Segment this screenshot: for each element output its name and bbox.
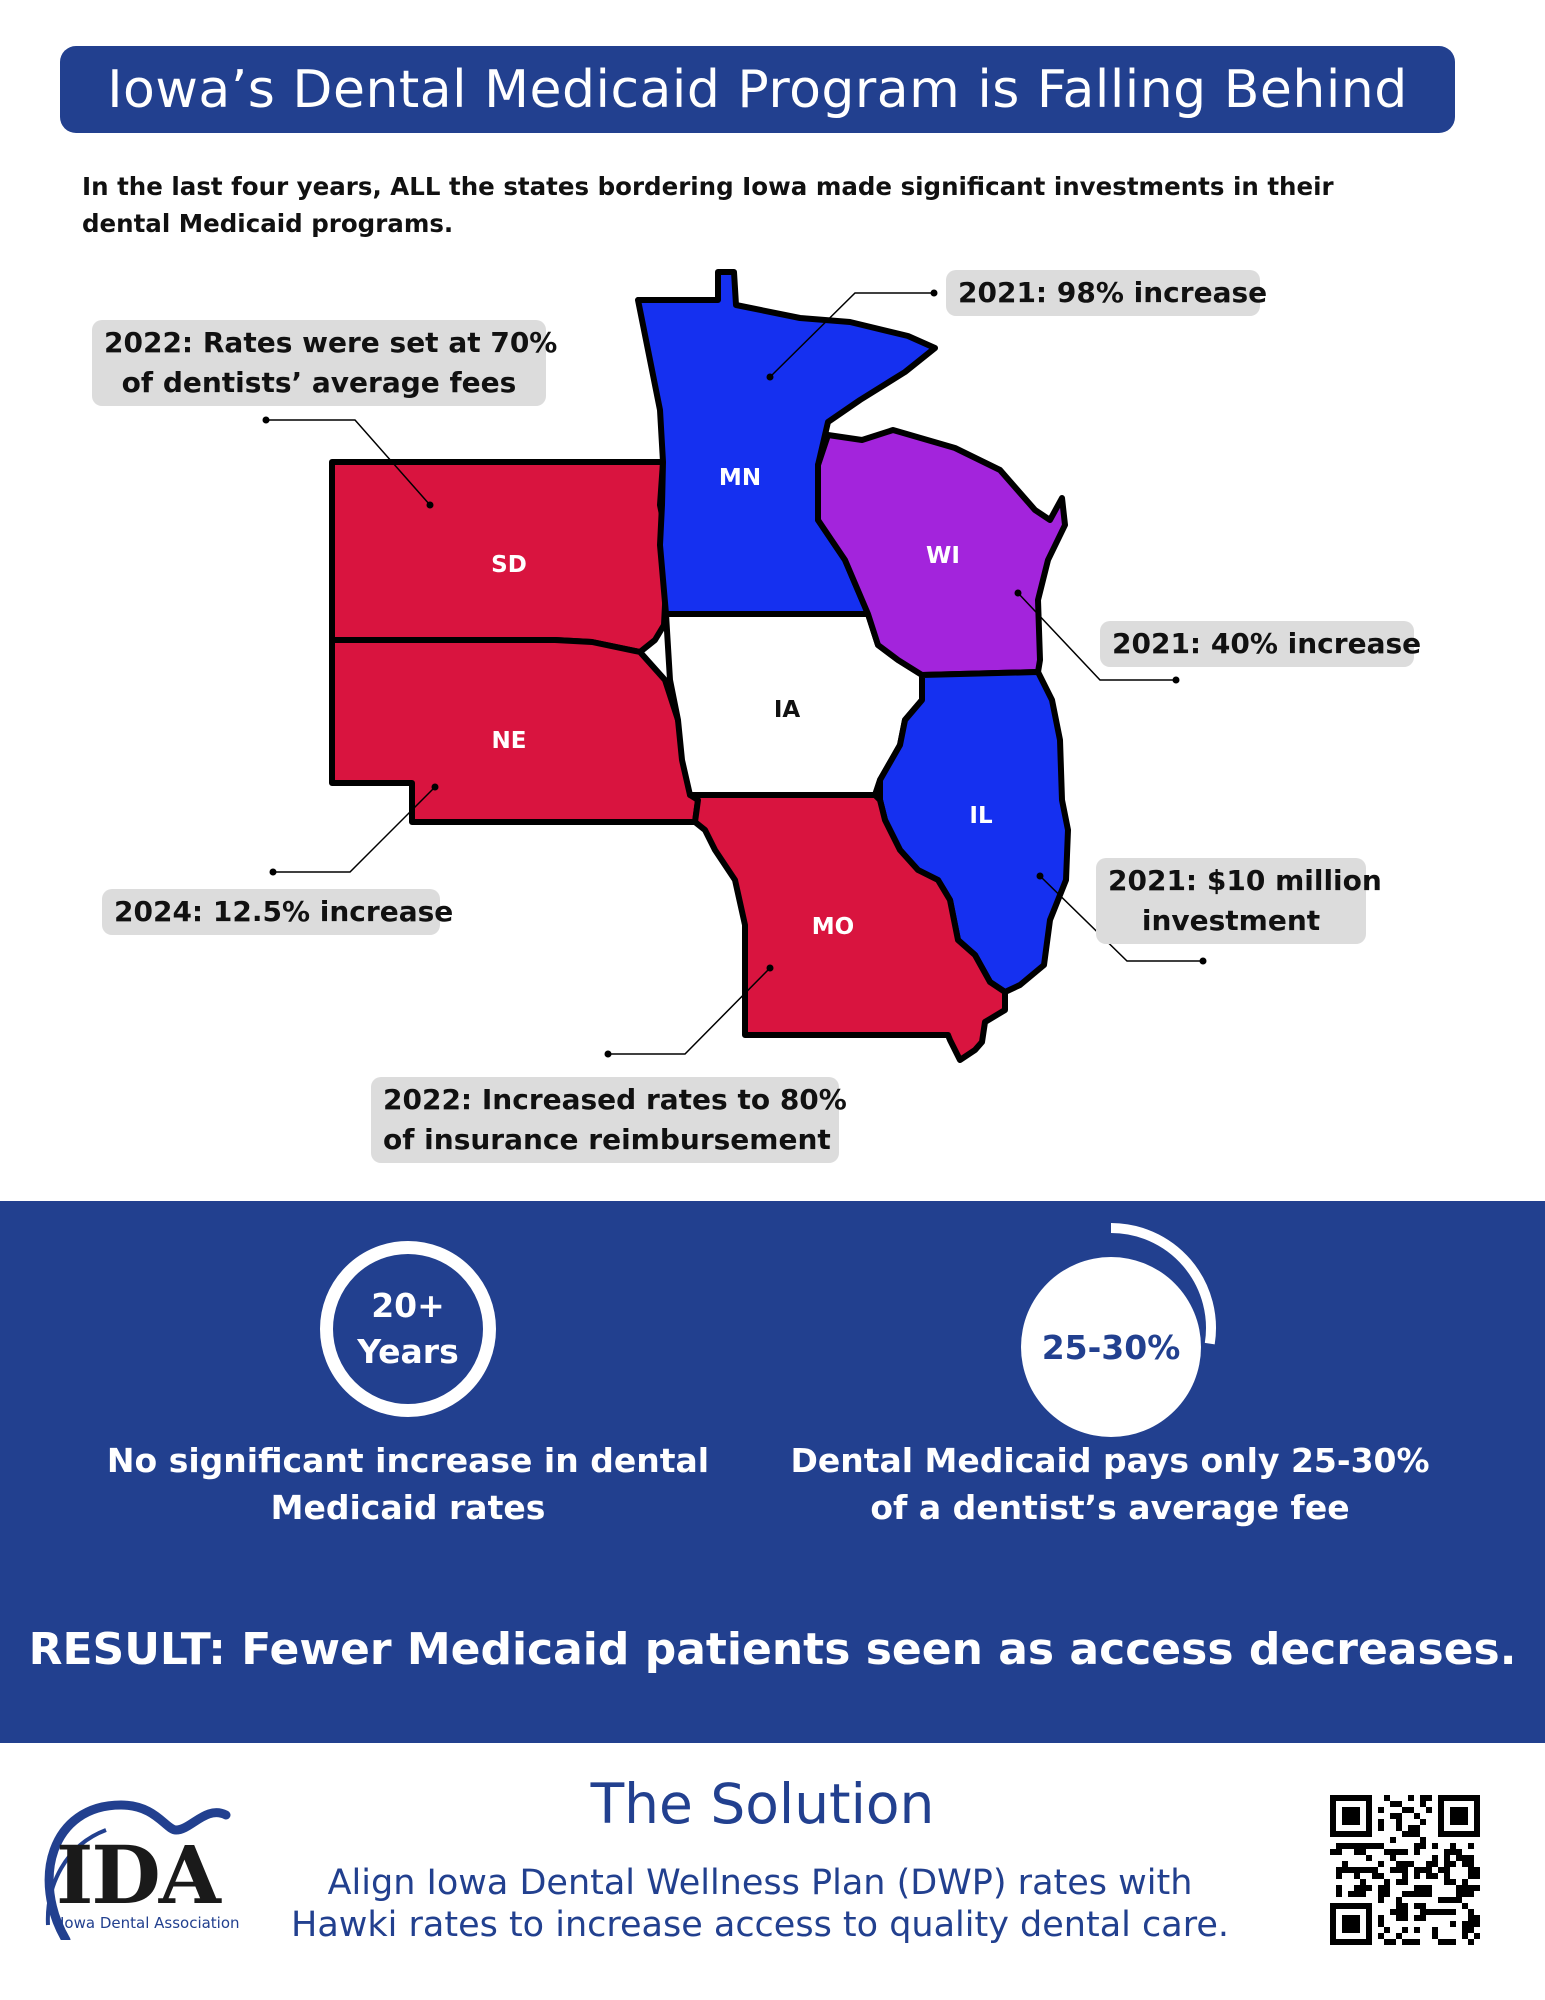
leader-dot xyxy=(1036,872,1044,880)
percent-arc xyxy=(1110,1223,1216,1345)
callout-wi-line-1: 2021: 40% increase xyxy=(1112,627,1422,660)
stat-desc-years-line-2: Medicaid rates xyxy=(270,1488,546,1527)
leader-line-sd xyxy=(266,419,431,506)
callout-ne-line-1: 2024: 12.5% increase xyxy=(114,895,454,928)
solution-text: Align Iowa Dental Wellness Plan (DWP) ra… xyxy=(240,1862,1280,1946)
page-title: Iowa’s Dental Medicaid Program is Fallin… xyxy=(60,46,1455,133)
state-label-mo: MO xyxy=(811,914,855,940)
leader-dot xyxy=(262,416,270,424)
years-ring-value: 20+ xyxy=(371,1286,445,1325)
leader-line-ne xyxy=(273,786,436,873)
leader-dot xyxy=(766,373,774,381)
callout-il-line-1: 2021: $10 million xyxy=(1108,864,1382,897)
leader-line-mn xyxy=(769,292,934,378)
stat-desc-years-line-1: No significant increase in dental xyxy=(106,1441,710,1480)
state-wi xyxy=(815,427,1068,678)
state-label-il: IL xyxy=(969,803,993,829)
logo-letters: IDA xyxy=(56,1828,221,1922)
state-label-mn: MN xyxy=(718,465,762,491)
callout-mo: 2022: Increased rates to 80% of insuranc… xyxy=(371,1077,847,1163)
callout-mn-line-1: 2021: 98% increase xyxy=(958,276,1268,309)
leader-line-il xyxy=(1039,875,1203,962)
leader-dot xyxy=(766,964,774,972)
leader-dot xyxy=(431,783,439,791)
logo-subtitle: Iowa Dental Association xyxy=(60,1914,240,1932)
intro-text: In the last four years, ALL the states b… xyxy=(82,172,1334,238)
solution-text-line-1: Align Iowa Dental Wellness Plan (DWP) ra… xyxy=(327,1863,1193,1903)
callout-sd-line-1: 2022: Rates were set at 70% xyxy=(104,326,558,359)
leader-dot xyxy=(426,501,434,509)
leader-line-mo xyxy=(608,967,771,1055)
result-statement: RESULT: Fewer Medicaid patients seen as … xyxy=(28,1624,1517,1675)
leader-dot xyxy=(1199,957,1207,965)
qr-code-icon xyxy=(1330,1795,1480,1945)
solution-text-line-2: Hawki rates to increase access to qualit… xyxy=(291,1905,1229,1945)
state-label-ia: IA xyxy=(773,697,801,723)
years-ring-unit: Years xyxy=(357,1332,459,1371)
stat-desc-percent: Dental Medicaid pays only 25-30% of a de… xyxy=(780,1437,1440,1531)
callout-sd-line-2: of dentists’ average fees xyxy=(121,366,517,399)
callout-ne: 2024: 12.5% increase xyxy=(102,889,454,935)
stat-desc-percent-line-2: of a dentist’s average fee xyxy=(870,1488,1350,1527)
callout-mo-line-1: 2022: Increased rates to 80% xyxy=(383,1083,847,1116)
percent-circle-value: 25-30% xyxy=(1041,1327,1181,1367)
percent-arc-path xyxy=(1110,1223,1216,1345)
leader-line-wi xyxy=(1017,592,1176,681)
leader-dot xyxy=(1172,676,1180,684)
state-map xyxy=(262,269,1207,1063)
percent-circle: 25-30% xyxy=(1021,1257,1201,1437)
leader-dot xyxy=(930,289,938,297)
state-mn xyxy=(635,269,938,617)
state-label-sd: SD xyxy=(491,552,527,578)
stat-desc-percent-line-1: Dental Medicaid pays only 25-30% xyxy=(790,1441,1430,1480)
callout-wi: 2021: 40% increase xyxy=(1100,621,1422,667)
callout-sd: 2022: Rates were set at 70% of dentists’… xyxy=(92,320,558,406)
callout-mn: 2021: 98% increase xyxy=(946,270,1268,316)
ida-logo: IDA Iowa Dental Association xyxy=(26,1790,256,1940)
solution-title: The Solution xyxy=(590,1772,935,1836)
stat-desc-years: No significant increase in dental Medica… xyxy=(88,1437,728,1531)
tooth-arc-icon xyxy=(44,1800,231,1940)
stats-band: 20+ Years 25-30% No significant increase… xyxy=(0,1201,1545,1743)
callout-mo-line-2: of insurance reimbursement xyxy=(383,1123,831,1156)
leader-dot xyxy=(269,868,277,876)
leader-dot xyxy=(1014,589,1022,597)
state-label-wi: WI xyxy=(926,543,960,569)
years-ring: 20+ Years xyxy=(320,1241,496,1417)
callout-il-line-2: investment xyxy=(1141,904,1321,937)
state-mo xyxy=(687,792,1008,1063)
callout-il: 2021: $10 million investment xyxy=(1096,858,1382,944)
state-label-ne: NE xyxy=(491,728,527,754)
leader-dot xyxy=(604,1050,612,1058)
